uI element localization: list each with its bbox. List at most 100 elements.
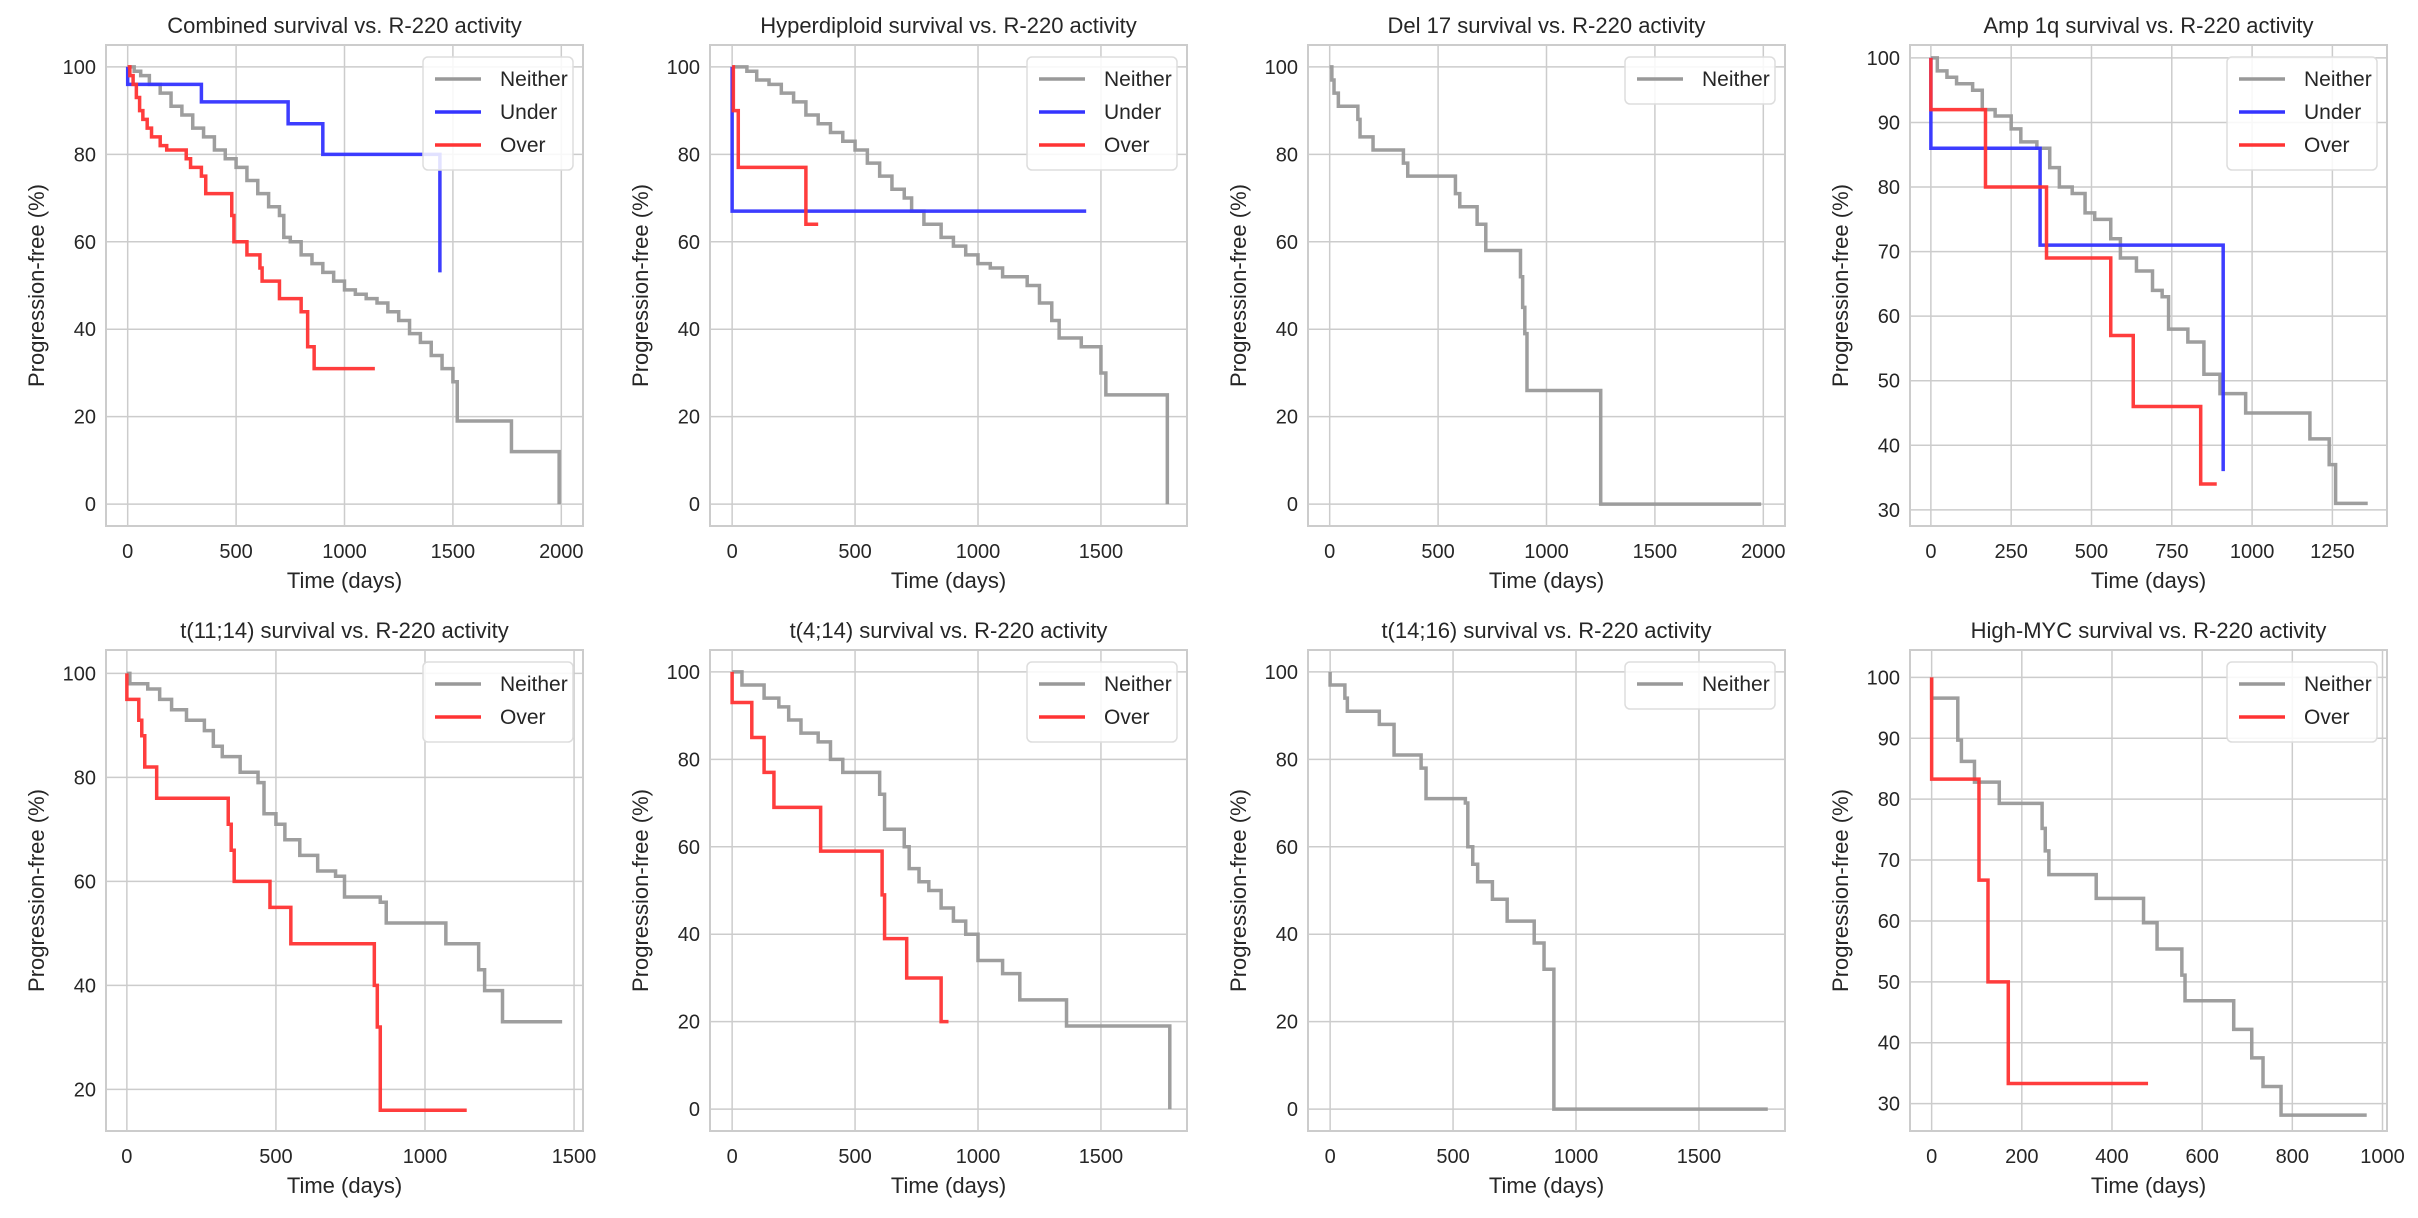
- legend-label-neither: Neither: [1104, 673, 1172, 696]
- y-tick-label: 0: [1287, 494, 1298, 516]
- y-axis-label: Progression-free (%): [628, 184, 653, 387]
- x-axis-label: Time (days): [287, 568, 402, 593]
- legend-label-neither: Neither: [1702, 673, 1770, 696]
- y-tick-label: 0: [689, 1099, 700, 1121]
- chart-panel-4: 0 250 500 750 1000 1250 30 40 50 60 70 80 90 100 Time …: [1828, 13, 2388, 593]
- legend-label-under: Under: [500, 101, 557, 124]
- chart-title: Hyperdiploid survival vs. R-220 activity: [760, 13, 1137, 38]
- x-tick-label: 250: [1994, 541, 2027, 563]
- legend-label-over: Over: [1104, 134, 1150, 157]
- legend-label-over: Over: [1104, 706, 1150, 729]
- x-tick-label: 1000: [403, 1146, 448, 1168]
- y-tick-label: 60: [1878, 306, 1900, 328]
- y-axis-label: Progression-free (%): [24, 184, 49, 387]
- chart-title: Amp 1q survival vs. R-220 activity: [1983, 13, 2313, 38]
- axes-frame: [1307, 649, 1786, 1132]
- axes-frame: [105, 44, 584, 527]
- y-tick-label: 20: [1276, 407, 1298, 429]
- y-tick-label: 60: [1276, 232, 1298, 254]
- y-tick-label: 90: [1878, 728, 1900, 750]
- y-tick-label: 40: [1878, 435, 1900, 457]
- legend: Neither Under Over: [2226, 56, 2378, 171]
- y-axis-label: Progression-free (%): [628, 789, 653, 992]
- x-tick-label: 1000: [956, 541, 1001, 563]
- chart-title: t(14;16) survival vs. R-220 activity: [1381, 618, 1711, 643]
- x-tick-label: 0: [1925, 541, 1936, 563]
- y-tick-label: 0: [85, 494, 96, 516]
- y-tick-label: 100: [1867, 48, 1900, 70]
- legend: Neither Over: [422, 661, 574, 743]
- y-tick-label: 30: [1878, 1094, 1900, 1116]
- x-tick-label: 2000: [539, 541, 584, 563]
- x-axis-label: Time (days): [287, 1173, 402, 1198]
- legend-label-over: Over: [500, 706, 546, 729]
- y-tick-label: 40: [1276, 924, 1298, 946]
- series-line-over: [731, 65, 819, 227]
- x-tick-label: 1500: [1633, 541, 1678, 563]
- x-axis-label: Time (days): [891, 568, 1006, 593]
- y-tick-label: 100: [63, 663, 96, 685]
- axes-frame: [1909, 44, 2388, 527]
- x-tick-label: 1500: [1079, 541, 1124, 563]
- legend-label-neither: Neither: [2304, 673, 2372, 696]
- x-tick-label: 800: [2276, 1146, 2309, 1168]
- series-line-under: [1929, 57, 2225, 472]
- series-line-over: [127, 65, 375, 371]
- x-tick-label: 1000: [956, 1146, 1001, 1168]
- x-axis-label: Time (days): [891, 1173, 1006, 1198]
- y-tick-label: 0: [1287, 1099, 1298, 1121]
- legend-box: [2226, 661, 2378, 743]
- y-tick-label: 90: [1878, 112, 1900, 134]
- legend-box: [2226, 56, 2378, 171]
- y-tick-label: 40: [1276, 319, 1298, 341]
- y-tick-label: 100: [1265, 57, 1298, 79]
- legend-label-neither: Neither: [2304, 68, 2372, 91]
- x-tick-label: 1000: [1524, 541, 1569, 563]
- series-line-over: [125, 673, 467, 1112]
- y-tick-label: 60: [678, 232, 700, 254]
- legend-label-neither: Neither: [1104, 68, 1172, 91]
- y-axis-label: Progression-free (%): [1226, 789, 1251, 992]
- chart-panel-8: 0 200 400 600 800 1000 30 40 50 60 70 80 90 100 Time (…: [1828, 618, 2405, 1198]
- y-tick-label: 80: [1878, 177, 1900, 199]
- legend-box: [422, 661, 574, 743]
- x-tick-label: 0: [122, 541, 133, 563]
- x-tick-label: 200: [2005, 1146, 2038, 1168]
- x-tick-label: 1500: [1677, 1146, 1722, 1168]
- y-tick-label: 60: [1878, 911, 1900, 933]
- x-tick-label: 1250: [2310, 541, 2355, 563]
- x-tick-label: 500: [838, 541, 871, 563]
- x-tick-label: 400: [2095, 1146, 2128, 1168]
- y-tick-label: 60: [74, 871, 96, 893]
- series-line-neither: [1328, 671, 1768, 1111]
- series-line-over: [1929, 57, 2217, 486]
- x-tick-label: 0: [1325, 1146, 1336, 1168]
- y-tick-label: 80: [74, 767, 96, 789]
- x-tick-label: 1000: [322, 541, 367, 563]
- x-tick-label: 1500: [431, 541, 476, 563]
- x-tick-label: 500: [2075, 541, 2108, 563]
- x-tick-label: 500: [259, 1146, 292, 1168]
- legend-label-over: Over: [2304, 134, 2350, 157]
- y-tick-label: 80: [1276, 749, 1298, 771]
- x-tick-label: 0: [727, 1146, 738, 1168]
- chart-panel-5: 0 500 1000 1500 20 40 60 80 100 Time (days) Progre…: [24, 618, 596, 1198]
- legend-label-over: Over: [500, 134, 546, 157]
- y-tick-label: 60: [74, 232, 96, 254]
- y-tick-label: 80: [678, 144, 700, 166]
- y-tick-label: 100: [1265, 662, 1298, 684]
- x-tick-label: 500: [219, 541, 252, 563]
- y-tick-label: 20: [678, 1012, 700, 1034]
- x-tick-label: 600: [2185, 1146, 2218, 1168]
- series-line-over: [1929, 677, 2149, 1086]
- x-axis-label: Time (days): [1489, 1173, 1604, 1198]
- legend-label-over: Over: [2304, 706, 2350, 729]
- chart-panel-3: 0 500 1000 1500 2000 0 20 40 60 80 100 Time (days) P…: [1226, 13, 1786, 593]
- chart-title: t(4;14) survival vs. R-220 activity: [790, 618, 1108, 643]
- y-tick-label: 100: [63, 57, 96, 79]
- legend-box: [1026, 661, 1178, 743]
- x-tick-label: 0: [727, 541, 738, 563]
- legend: Neither: [1624, 56, 1776, 105]
- y-tick-label: 40: [678, 924, 700, 946]
